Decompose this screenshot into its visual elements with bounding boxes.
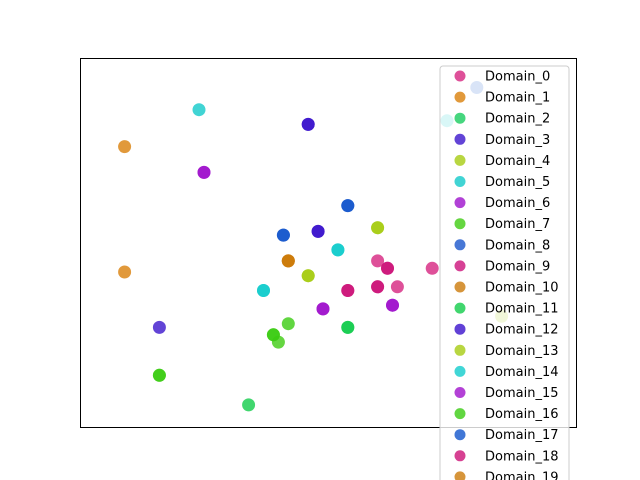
legend-marker-domain-16 [454, 408, 466, 420]
point-domain-18-1 [341, 284, 355, 297]
legend-label-domain-17: Domain_17 [485, 428, 559, 443]
legend-marker-domain-10 [454, 281, 466, 293]
point-domain-1-3 [118, 140, 132, 154]
legend-marker-domain-9 [454, 260, 466, 272]
point-domain-5-0 [192, 103, 206, 117]
legend-marker-domain-6 [454, 197, 466, 209]
legend-label-domain-19: Domain_19 [485, 470, 559, 480]
legend-label-domain-7: Domain_7 [485, 217, 550, 232]
legend-label-domain-2: Domain_2 [485, 112, 550, 127]
point-domain-1-2 [589, 170, 602, 183]
legend-marker-domain-3 [454, 133, 466, 145]
point-domain-15-0 [197, 165, 211, 179]
legend-label-domain-9: Domain_9 [485, 259, 550, 274]
legend-marker-domain-15 [454, 387, 466, 398]
legend-marker-domain-11 [454, 302, 466, 314]
legend-marker-domain-13 [454, 344, 466, 356]
point-domain-16-2 [266, 328, 280, 342]
legend-marker-domain-12 [454, 323, 466, 335]
point-domain-11-1 [341, 320, 355, 334]
legend-label-domain-6: Domain_6 [485, 196, 550, 211]
point-domain-16-1 [152, 368, 166, 382]
point-domain-1-0 [118, 265, 132, 279]
legend-label-domain-8: Domain_8 [485, 238, 550, 253]
point-domain-11-0 [242, 398, 256, 412]
legend-marker-domain-8 [454, 239, 466, 251]
legend-marker-domain-4 [454, 154, 466, 166]
legend-marker-domain-7 [454, 218, 466, 230]
point-domain-15-2 [386, 298, 399, 312]
legend-label-domain-13: Domain_13 [485, 344, 559, 359]
legend-marker-domain-17 [454, 429, 466, 441]
legend-marker-domain-5 [454, 176, 466, 187]
legend-box [439, 65, 570, 480]
point-domain-19-1 [589, 170, 602, 183]
legend-label-domain-4: Domain_4 [485, 154, 550, 169]
legend-label-domain-5: Domain_5 [485, 175, 550, 190]
point-domain-14-1 [257, 284, 270, 297]
legend-marker-domain-2 [454, 112, 466, 124]
point-domain-19-0 [281, 254, 295, 268]
legend-label-domain-1: Domain_1 [485, 91, 550, 106]
point-domain-14-0 [331, 243, 345, 257]
point-domain-18-0 [371, 280, 385, 294]
legend-marker-domain-14 [454, 365, 466, 377]
point-domain-12-1 [301, 117, 315, 131]
point-domain-13-1 [371, 221, 385, 235]
point-domain-3-0 [152, 320, 166, 334]
legend-label-domain-14: Domain_14 [485, 365, 559, 380]
legend-label-domain-16: Domain_16 [485, 407, 559, 422]
point-domain-12-0 [311, 224, 325, 238]
point-domain-17-0 [276, 228, 290, 242]
legend-label-domain-15: Domain_15 [485, 386, 559, 401]
point-domain-17-1 [341, 199, 355, 213]
legend-label-domain-11: Domain_11 [485, 302, 559, 317]
point-domain-15-1 [316, 302, 330, 316]
legend: Domain_0 Domain_1 Domain_2 Domain_3 Domain_4… [439, 65, 570, 480]
legend-label-domain-3: Domain_3 [485, 133, 550, 148]
legend-label-domain-18: Domain_18 [485, 449, 559, 464]
legend-label-domain-10: Domain_10 [485, 281, 559, 296]
legend-marker-domain-19 [454, 471, 466, 480]
legend-marker-domain-1 [454, 91, 466, 103]
point-domain-0-0 [425, 261, 439, 275]
axes-frame [80, 58, 577, 428]
legend-marker-domain-18 [454, 450, 466, 462]
legend-label-domain-0: Domain_0 [485, 70, 550, 85]
point-domain-16-0 [281, 317, 295, 331]
legend-label-domain-12: Domain_12 [485, 323, 559, 338]
point-domain-13-0 [301, 269, 315, 283]
point-domain-18-2 [381, 261, 394, 275]
point-domain-0-1 [371, 254, 385, 268]
point-domain-0-2 [390, 280, 404, 294]
legend-marker-domain-0 [454, 70, 466, 82]
